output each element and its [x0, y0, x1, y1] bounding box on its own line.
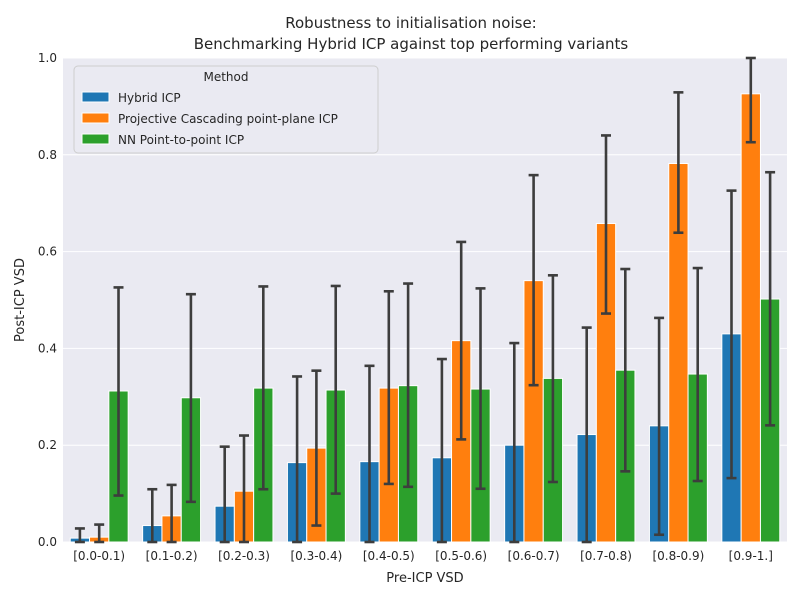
y-tick-label: 0.8: [38, 148, 57, 162]
x-tick-label: [0.3-0.4): [290, 549, 342, 563]
legend-swatch: [81, 91, 110, 103]
legend-label: Hybrid ICP: [118, 91, 181, 105]
x-tick-label: [0.0-0.1): [73, 549, 125, 563]
x-tick-label: [0.4-0.5): [363, 549, 415, 563]
x-tick-label: [0.6-0.7): [508, 549, 560, 563]
y-tick-label: 0.6: [38, 245, 57, 259]
x-tick-label: [0.7-0.8): [580, 549, 632, 563]
y-tick-label: 0.0: [38, 535, 57, 549]
chart-title-line1: Robustness to initialisation noise:: [285, 14, 536, 32]
y-axis-label: Post-ICP VSD: [13, 258, 28, 342]
y-tick-label: 0.4: [38, 341, 57, 355]
x-tick-label: [0.9-1.]: [729, 549, 773, 563]
legend-label: NN Point-to-point ICP: [118, 133, 244, 147]
x-tick-label: [0.1-0.2): [146, 549, 198, 563]
legend-title: Method: [203, 70, 248, 84]
legend: Method Hybrid ICP Projective Cascading po…: [73, 65, 379, 154]
x-axis: [0.0-0.1) [0.1-0.2) [0.2-0.3) [0.3-0.4) [0.4…: [73, 549, 773, 563]
y-tick-label: 0.2: [38, 438, 57, 452]
error-bars: [74, 56, 776, 544]
chart-title-line2: Benchmarking Hybrid ICP against top perf…: [194, 35, 629, 53]
y-tick-label: 1.0: [38, 51, 57, 65]
y-axis: 0.0 0.2 0.4 0.6 0.8 1.0: [38, 51, 57, 549]
bar: [740, 93, 761, 543]
x-tick-label: [0.2-0.3): [218, 549, 270, 563]
legend-label: Projective Cascading point-plane ICP: [118, 112, 338, 126]
x-tick-label: [0.5-0.6): [435, 549, 487, 563]
legend-swatch: [81, 112, 110, 124]
legend-box: [73, 65, 379, 154]
legend-swatch: [81, 133, 110, 145]
x-tick-label: [0.8-0.9): [652, 549, 704, 563]
x-axis-label: Pre-ICP VSD: [386, 571, 463, 586]
